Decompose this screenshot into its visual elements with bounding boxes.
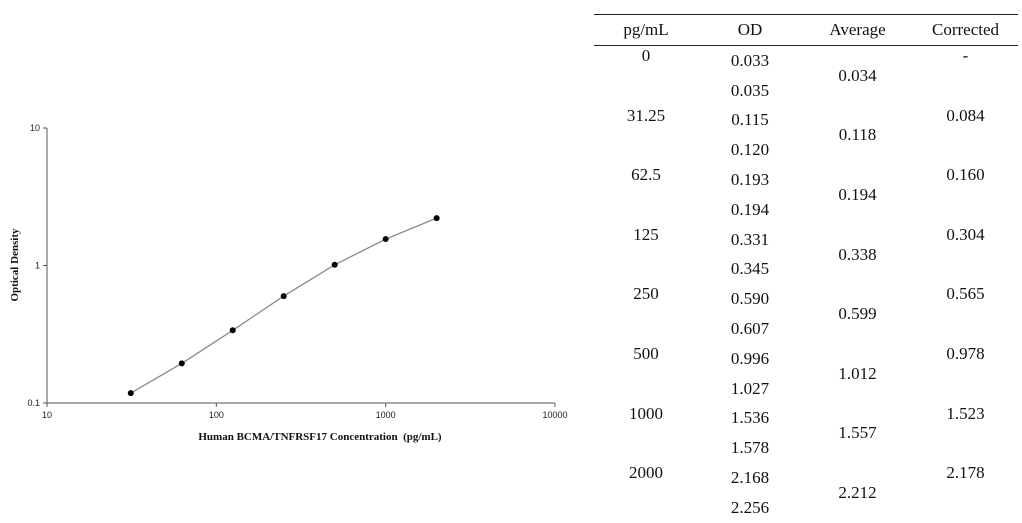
corrected-cell: 0.304 [946, 224, 985, 244]
standard-curve-chart: 10 100 1000 10000 0.1 1 10 Optical Density Hum… [9, 123, 568, 443]
od-cell: 0.033 [730, 50, 770, 70]
od-cell: 2.256 [730, 497, 770, 517]
table-row: 62.5 0.193 0.194 0.160 [594, 165, 1018, 204]
data-point [178, 360, 185, 367]
x-axis-title: Human BCMA/TNFRSF17 Concentration (pg/mL… [198, 431, 442, 443]
od-data-table: pg/mL OD Average Corrected 0 0.033 0.034-0… [594, 14, 1018, 523]
standard-curve-line [130, 217, 437, 394]
header-corrected: Corrected [913, 14, 1018, 46]
data-point [382, 236, 389, 243]
od-cell: 0.996 [730, 348, 770, 368]
table-row: 0.607 [594, 314, 1018, 344]
od-cell: 1.536 [730, 408, 770, 428]
table-row: 500 0.996 1.012 0.978 [594, 344, 1018, 383]
average-cell: 0.034 [838, 65, 877, 85]
concentration-cell: 2000 [629, 463, 663, 483]
od-cell: 0.590 [730, 289, 770, 309]
x-tick-label: 1000 [376, 410, 396, 420]
table-row: 250 0.590 0.599 0.565 [594, 284, 1018, 323]
average-cell: 0.118 [838, 125, 877, 145]
od-cell: 0.331 [730, 229, 770, 249]
table-row: 1.578 [594, 433, 1018, 463]
data-points [127, 215, 440, 397]
y-axis-title: Optical Density [9, 228, 21, 302]
concentration-cell: 125 [633, 224, 659, 244]
data-point [280, 293, 287, 300]
table-row: 0.345 [594, 255, 1018, 285]
od-cell: 0.193 [730, 170, 770, 190]
od-cell: 2.168 [730, 468, 770, 488]
data-point [229, 327, 236, 334]
od-cell: 0.120 [730, 140, 770, 160]
average-cell: 1.012 [838, 363, 877, 383]
data-point [331, 261, 338, 268]
y-tick-label: 0.1 [27, 398, 40, 408]
average-cell: 1.557 [838, 423, 877, 443]
y-tick-label: 1 [35, 261, 40, 271]
corrected-cell: 1.523 [946, 403, 985, 423]
od-cell: 1.027 [730, 378, 770, 398]
table-row: 0.194 [594, 195, 1018, 225]
od-cell: 0.035 [730, 80, 770, 100]
table-body: 0 0.033 0.034 - 0.035 31.25 0.115 0.118 0.084 0.1… [594, 46, 1018, 523]
od-cell: 0.115 [731, 110, 769, 130]
corrected-cell: 0.160 [946, 165, 985, 185]
x-tick-label: 100 [209, 410, 224, 420]
data-point [433, 215, 440, 222]
concentration-cell: 1000 [629, 403, 663, 423]
corrected-cell: - [962, 46, 969, 65]
corrected-cell: 0.978 [946, 343, 985, 363]
table-row: 1.027 [594, 374, 1018, 404]
corrected-cell: 2.178 [946, 463, 985, 483]
od-cell: 0.194 [730, 199, 770, 219]
table-row: 31.25 0.115 0.118 0.084 [594, 106, 1018, 145]
average-cell: 0.599 [838, 304, 877, 324]
corrected-cell: 0.565 [946, 284, 985, 304]
header-concentration: pg/mL [594, 14, 698, 46]
concentration-cell: 0 [641, 46, 651, 65]
table-row: 125 0.331 0.338 0.304 [594, 225, 1018, 264]
concentration-cell: 500 [633, 343, 659, 363]
od-cell: 1.578 [730, 438, 770, 458]
table-row: 0 0.033 0.034 - [594, 46, 1018, 85]
od-cell: 0.345 [730, 259, 770, 279]
axis-ticks: 10 100 1000 10000 0.1 1 10 [27, 123, 567, 420]
average-cell: 0.338 [838, 244, 877, 264]
x-tick-label: 10000 [542, 410, 567, 420]
concentration-cell: 62.5 [631, 165, 661, 185]
x-tick-label: 10 [42, 410, 52, 420]
y-tick-label: 10 [30, 123, 40, 133]
header-average: Average [802, 14, 913, 46]
table-row: 0.120 [594, 135, 1018, 165]
average-cell: 0.194 [838, 184, 877, 204]
concentration-cell: 31.25 [626, 105, 666, 125]
data-point [127, 390, 134, 397]
table-row: 2000 2.168 2.212 2.178 [594, 463, 1018, 502]
average-cell: 2.212 [838, 482, 877, 502]
table-row: 0.035 [594, 76, 1018, 106]
header-od: OD [698, 14, 802, 46]
concentration-cell: 250 [633, 284, 659, 304]
table-row: 2.256 [594, 493, 1018, 523]
table-row: 1000 1.536 1.557 1.523 [594, 404, 1018, 443]
table-header-row: pg/mL OD Average Corrected [594, 14, 1018, 46]
od-cell: 0.607 [730, 319, 770, 339]
corrected-cell: 0.084 [946, 105, 985, 125]
